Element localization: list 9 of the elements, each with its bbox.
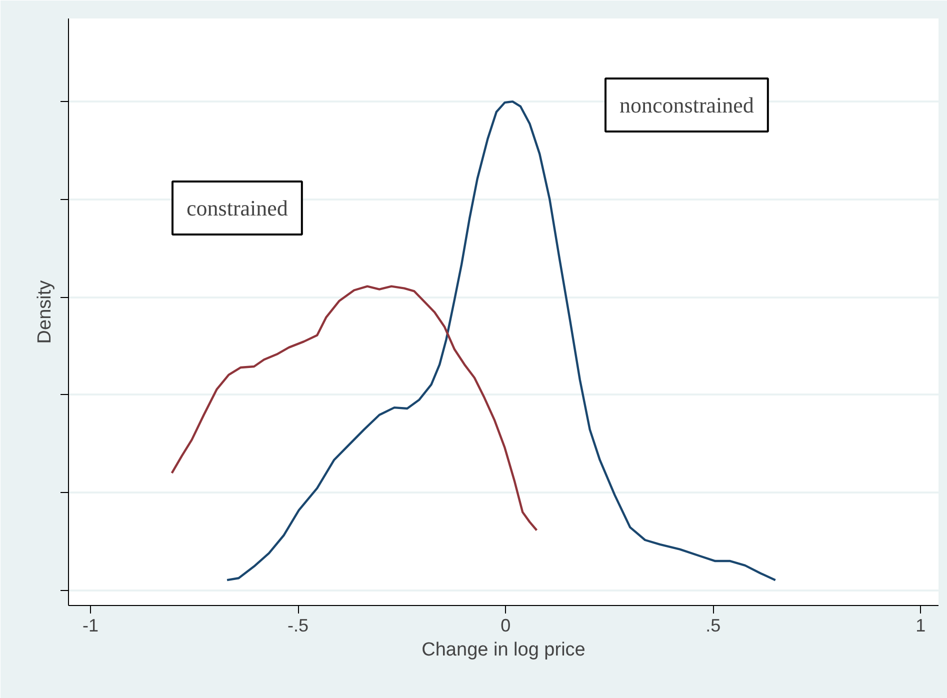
x-tick-label: 1 xyxy=(916,616,926,636)
y-axis-title: Density xyxy=(34,280,56,344)
annotation: constrained xyxy=(186,196,288,220)
x-axis-title: Change in log price xyxy=(422,640,586,660)
x-tick-label: 0 xyxy=(500,616,511,636)
x-tick-label: .5 xyxy=(706,616,721,636)
x-tick-label: -1 xyxy=(82,616,99,636)
x-tick-label: -.5 xyxy=(288,616,309,636)
annotation: nonconstrained xyxy=(620,92,754,118)
